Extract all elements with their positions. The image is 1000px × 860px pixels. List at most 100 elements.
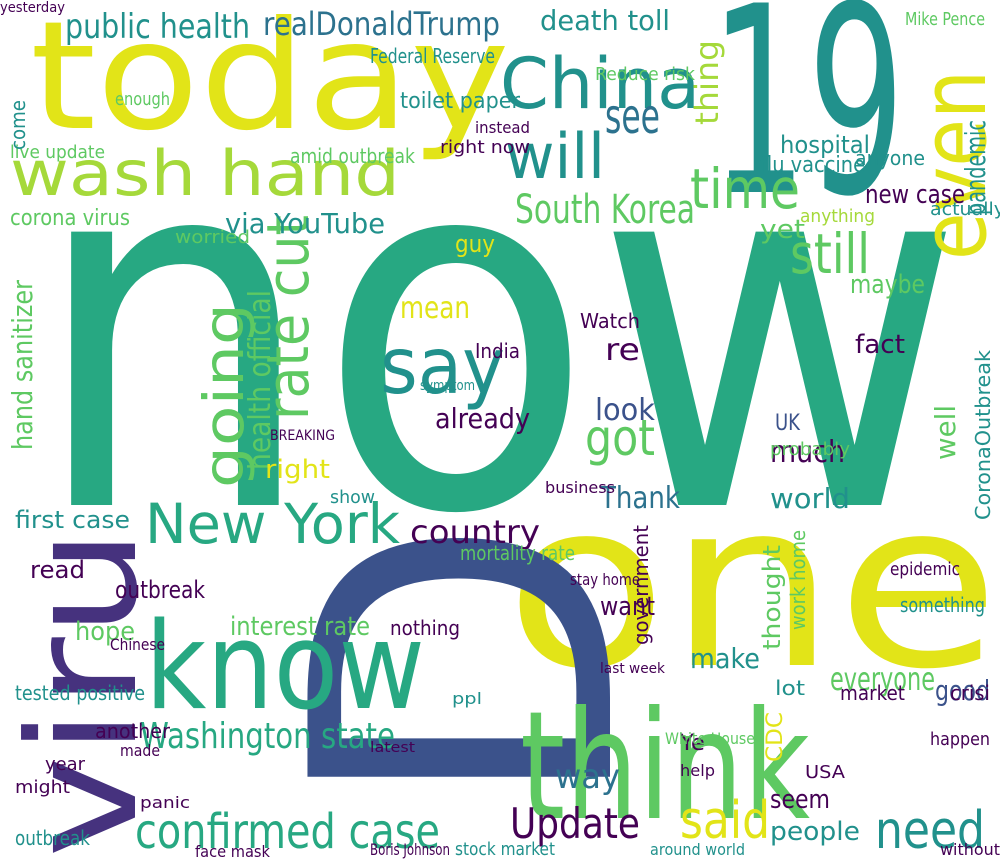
word: nothing (390, 616, 460, 640)
word: read (30, 556, 85, 584)
word: CDC (763, 712, 788, 762)
word: anyone (855, 146, 925, 170)
word: now (30, 41, 965, 623)
word: stay home (570, 570, 640, 589)
word: outbreak (15, 826, 90, 850)
word: going (192, 303, 256, 488)
word: help (680, 761, 715, 780)
word: Mike Pence (905, 9, 985, 30)
word: public health (65, 7, 250, 47)
word: tested positive (15, 681, 145, 705)
word: latest (370, 740, 416, 756)
word: much (770, 435, 845, 470)
word: Ye (679, 731, 705, 756)
word: symptom (420, 378, 475, 394)
word: hospital (780, 131, 870, 159)
word: re (605, 333, 640, 368)
word: market (840, 681, 905, 705)
word: panic (140, 793, 190, 812)
word: think (520, 680, 810, 854)
word: seem (770, 785, 830, 815)
word: anything (800, 206, 875, 227)
word: realDonaldTrump (263, 5, 500, 43)
word: crisi (950, 681, 990, 705)
word: outbreak (115, 576, 205, 604)
word: well (929, 405, 962, 460)
word: government (629, 525, 653, 645)
word: said (680, 791, 770, 851)
word: work home (786, 530, 810, 630)
word: make (690, 642, 760, 675)
word: something (900, 593, 985, 617)
word: White House (665, 729, 755, 748)
word: another (95, 719, 171, 743)
word: good (935, 674, 990, 707)
word: China (500, 43, 700, 125)
word: stock market (455, 839, 555, 860)
word: Thank (599, 481, 680, 516)
word: made (120, 741, 160, 760)
word: actually (930, 199, 1000, 220)
word: see (605, 89, 660, 145)
word: right now (440, 137, 530, 158)
word: corona virus (10, 206, 130, 231)
word: right (265, 455, 330, 485)
word: might (15, 777, 70, 798)
word: new case (865, 180, 965, 210)
word: everyone (830, 660, 935, 698)
word: country (410, 513, 540, 551)
word: rate cut (254, 215, 322, 420)
word: instead (475, 118, 530, 137)
word: happen (930, 729, 990, 750)
word: say (380, 322, 505, 412)
word: face mask (195, 842, 271, 860)
word: thing (688, 40, 726, 125)
word: New York (145, 492, 400, 556)
word: business (545, 478, 615, 497)
word: Boris Johnson (370, 840, 450, 859)
word: flu vaccine (760, 153, 865, 178)
word: via YouTube (225, 207, 385, 240)
word: wash hand (10, 137, 400, 210)
word: D (225, 515, 708, 815)
word: worried (175, 227, 250, 248)
word: BREAKING (270, 428, 335, 444)
word: world (770, 482, 850, 515)
word: viru (0, 528, 171, 858)
word: lot (775, 676, 805, 700)
word: epidemic (890, 559, 960, 580)
word: want (600, 592, 655, 622)
word: know (145, 598, 425, 737)
word: enough (115, 89, 170, 110)
word: need (875, 801, 985, 860)
word: today (30, 0, 510, 164)
word: toilet paper (400, 89, 521, 114)
word: already (435, 402, 530, 435)
word: without (940, 840, 1000, 859)
word: UK (775, 411, 800, 436)
word: Reduce risk (595, 64, 696, 85)
word: USA (805, 762, 846, 783)
word: hope (75, 617, 135, 647)
word: confirmed case (135, 804, 440, 860)
word: Watch (580, 309, 640, 333)
word: time (690, 157, 800, 221)
word: around world (650, 840, 745, 859)
word: 19 (710, 0, 905, 254)
word: one (505, 453, 1000, 720)
word: maybe (850, 270, 925, 300)
word: Update (510, 799, 640, 848)
word: live update (10, 142, 105, 163)
word: people (770, 817, 860, 847)
word: still (790, 222, 870, 286)
word: last week (600, 661, 666, 677)
word: South Korea (515, 187, 695, 233)
word: thought (758, 545, 786, 650)
word: mean (400, 291, 470, 326)
word: India (475, 339, 520, 363)
word: hand sanitizer (6, 280, 39, 450)
word: health official (243, 290, 278, 470)
word: way (555, 757, 620, 797)
word: pandemic (959, 120, 992, 215)
